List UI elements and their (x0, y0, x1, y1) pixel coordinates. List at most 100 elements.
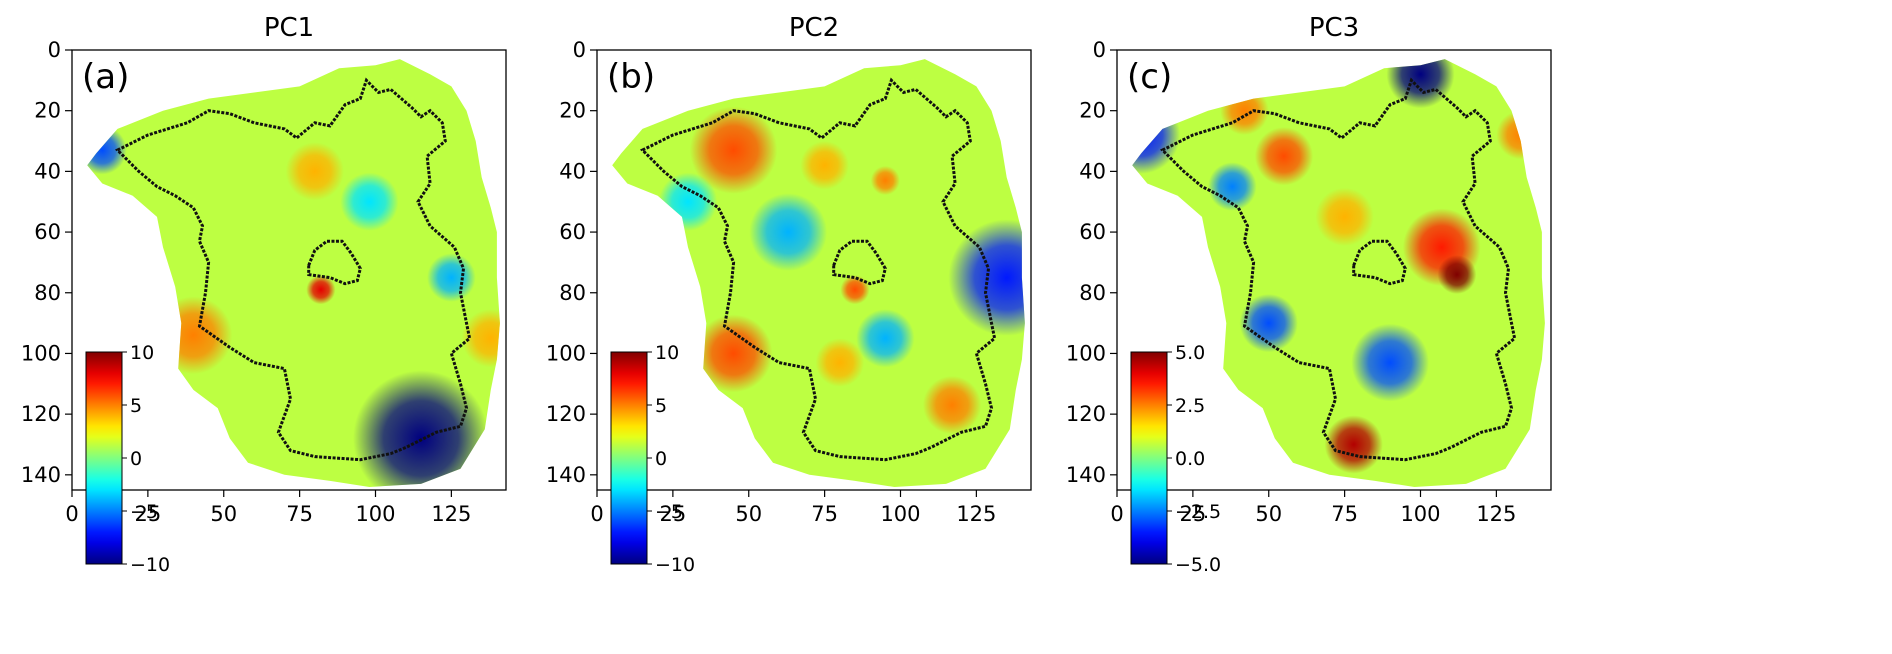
colorbar-tick-label: 10 (130, 342, 154, 364)
panel-label: (c) (1127, 57, 1172, 97)
heatmap-hotspot (1208, 162, 1257, 211)
colorbar-tick-label: −5 (130, 501, 158, 523)
panel-title: PC3 (1309, 13, 1359, 43)
colorbar: 10 5 0 −5 −10 (610, 342, 695, 576)
inner-boundary (832, 239, 887, 286)
heatmap-hotspot (749, 193, 828, 271)
y-tick-label: 60 (34, 220, 61, 244)
colorbar-tick-label: 0.0 (1175, 448, 1205, 470)
colorbar-tick-label: 0 (130, 448, 142, 470)
catchment-boundary (1159, 77, 1517, 462)
x-tick-label: 125 (956, 502, 996, 526)
plot-frame (71, 49, 507, 491)
panel-title: PC1 (264, 13, 314, 43)
y-tick-label: 120 (1066, 402, 1106, 426)
colorbar-tick-label: 5 (130, 395, 142, 417)
inner-boundary (307, 239, 362, 286)
y-tick-label: 60 (559, 220, 586, 244)
y-tick-label: 0 (1093, 38, 1106, 62)
colorbar-tick-label: −5 (655, 501, 683, 523)
colorbar: 5.0 2.5 0.0 −2.5 −5.0 (1130, 342, 1221, 576)
x-tick-label: 125 (1476, 502, 1516, 526)
catchment-boundary (639, 77, 997, 462)
y-tick-label: 80 (34, 281, 61, 305)
x-tick-label: 25 (660, 502, 687, 526)
x-tick-label: 0 (590, 502, 603, 526)
colorbar-tick-label: 10 (655, 342, 679, 364)
x-tick-label: 0 (1110, 502, 1123, 526)
x-tick-label: 75 (286, 502, 313, 526)
heatmap-hotspot (1496, 110, 1545, 160)
y-tick-label: 100 (1066, 341, 1106, 365)
y-tick-label: 140 (21, 463, 61, 487)
y-tick-label: 20 (1079, 99, 1106, 123)
colorbar: 10 5 0 −5 −10 (85, 342, 170, 576)
y-tick-label: 140 (1066, 463, 1106, 487)
colorbar-tick-label: 0 (655, 448, 667, 470)
heatmap-hotspot (154, 296, 233, 375)
x-tick-label: 75 (811, 502, 838, 526)
heatmap-hotspot (1351, 323, 1429, 402)
heatmap-hotspot (870, 165, 900, 196)
heatmap-field (87, 59, 500, 487)
heatmap-hotspot (1324, 415, 1383, 474)
panel-title: PC2 (789, 13, 839, 43)
heatmap-hotspot (1315, 187, 1374, 247)
heatmap-hotspot (856, 309, 915, 368)
catchment-boundary (114, 77, 472, 462)
heatmap-hotspot (1239, 293, 1298, 353)
y-tick-label: 140 (546, 463, 586, 487)
heatmap-hotspot (840, 275, 870, 305)
inner-boundary (1352, 239, 1407, 286)
panel-label: (b) (607, 57, 655, 97)
colorbar-gradient (610, 351, 648, 565)
y-tick-label: 0 (573, 38, 586, 62)
heatmap-hotspot (306, 275, 336, 305)
x-tick-label: 0 (65, 502, 78, 526)
y-tick-label: 120 (21, 402, 61, 426)
y-tick-label: 80 (1079, 281, 1106, 305)
heatmap-hotspot (689, 106, 778, 194)
panel-label: (a) (82, 57, 129, 97)
colorbar-tick-label: −2.5 (1175, 501, 1221, 523)
heatmap-hotspot (1254, 127, 1314, 186)
heatmap-hotspot (340, 172, 399, 231)
colorbar-tick-label: 5 (655, 395, 667, 417)
y-tick-label: 60 (1079, 220, 1106, 244)
x-tick-label: 50 (735, 502, 762, 526)
heatmap-hotspot (800, 141, 849, 190)
x-tick-label: 100 (1400, 502, 1440, 526)
heatmap-hotspot (948, 219, 1025, 336)
x-tick-label: 50 (1255, 502, 1282, 526)
colorbar-tick-label: −10 (130, 554, 170, 576)
y-tick-label: 0 (48, 38, 61, 62)
y-tick-label: 120 (546, 402, 586, 426)
plot-frame (596, 49, 1032, 491)
heatmap-hotspot (285, 142, 344, 201)
y-tick-label: 40 (34, 159, 61, 183)
x-tick-label: 125 (431, 502, 471, 526)
x-tick-label: 25 (135, 502, 162, 526)
y-tick-label: 40 (559, 159, 586, 183)
colorbar-tick-label: −5.0 (1175, 554, 1221, 576)
y-tick-label: 80 (559, 281, 586, 305)
heatmap-field (612, 59, 1025, 487)
y-tick-label: 40 (1079, 159, 1106, 183)
y-tick-label: 100 (546, 341, 586, 365)
x-tick-label: 100 (355, 502, 395, 526)
heatmap-hotspot (461, 309, 500, 368)
heatmap-hotspot (815, 338, 865, 387)
colorbar-gradient (1130, 351, 1168, 565)
y-tick-label: 20 (559, 99, 586, 123)
colorbar-tick-label: −10 (655, 554, 695, 576)
panel-pc3: PC3 (c) 0 25 50 75 100 125 0 20 40 60 80 100 120 140 5.0… (1066, 13, 1552, 576)
x-tick-label: 50 (210, 502, 237, 526)
panel-pc2: PC2(b)0 25 50 75 100 125020406080100120140105… (546, 13, 1032, 576)
x-tick-label: 25 (1180, 502, 1207, 526)
colorbar-tick-label: 2.5 (1175, 395, 1205, 417)
panel-pc1: PC1(a)0 25 50 75 100 125020406080100120140105… (21, 13, 507, 576)
heatmap-hotspot (1132, 96, 1181, 174)
colorbar-tick-label: 5.0 (1175, 342, 1205, 364)
colorbar-gradient (85, 351, 123, 565)
